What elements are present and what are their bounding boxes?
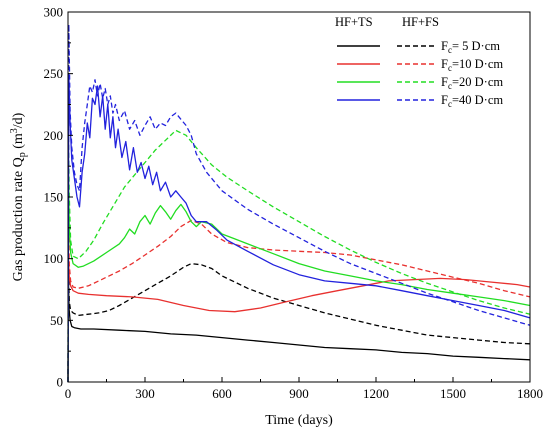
series-line-hf-ts-fc5 <box>67 282 531 383</box>
y-axis-title: Gas production rate Qp (m3/d) <box>9 112 28 281</box>
y-axis-title-unit: (m <box>11 133 26 152</box>
y-axis: 0 50 100 150 200 250 300 <box>44 5 73 390</box>
legend-header-dashed: HF+FS <box>402 15 439 29</box>
series-line-hf-fs-fc40 <box>67 23 531 383</box>
legend-label: Fc=10 D·cm <box>441 57 503 73</box>
y-tick-label: 250 <box>44 66 64 81</box>
x-tick-label: 600 <box>212 386 232 401</box>
series-line-hf-fs-fc20 <box>67 129 531 383</box>
x-tick-label: 0 <box>65 386 72 401</box>
y-tick-label: 300 <box>44 5 64 20</box>
x-axis: 0 300 600 900 1200 1500 1800 <box>65 377 543 401</box>
series-line-hf-fs-fc10 <box>67 219 531 383</box>
y-tick-label: 0 <box>57 375 64 390</box>
y-axis-title-unit-end: /d) <box>11 112 26 128</box>
y-tick-label: 150 <box>44 190 64 205</box>
series-line-hf-fs-fc5 <box>67 262 531 383</box>
series-line-hf-ts-fc20 <box>67 171 531 383</box>
y-axis-title-main: Gas production rate Q <box>11 157 26 281</box>
x-tick-label: 1200 <box>363 386 389 401</box>
legend-label: Fc=40 D·cm <box>441 93 503 109</box>
plot-lines <box>67 23 531 383</box>
y-axis-title-unit-sup: 3 <box>9 128 20 133</box>
series-line-hf-ts-fc40 <box>67 73 531 383</box>
y-tick-label: 100 <box>44 251 64 266</box>
x-tick-label: 300 <box>135 386 155 401</box>
x-axis-title: Time (days) <box>265 413 333 428</box>
y-tick-label: 200 <box>44 128 64 143</box>
x-tick-label: 900 <box>289 386 309 401</box>
legend-header-solid: HF+TS <box>335 15 373 29</box>
y-tick-label: 50 <box>50 313 63 328</box>
legend-label: Fc=20 D·cm <box>441 75 503 91</box>
x-tick-label: 1800 <box>517 386 543 401</box>
legend-label: Fc= 5 D·cm <box>441 39 500 55</box>
y-axis-title-sub: p <box>17 152 28 157</box>
x-tick-label: 1500 <box>440 386 466 401</box>
series-line-hf-ts-fc10 <box>67 258 531 383</box>
